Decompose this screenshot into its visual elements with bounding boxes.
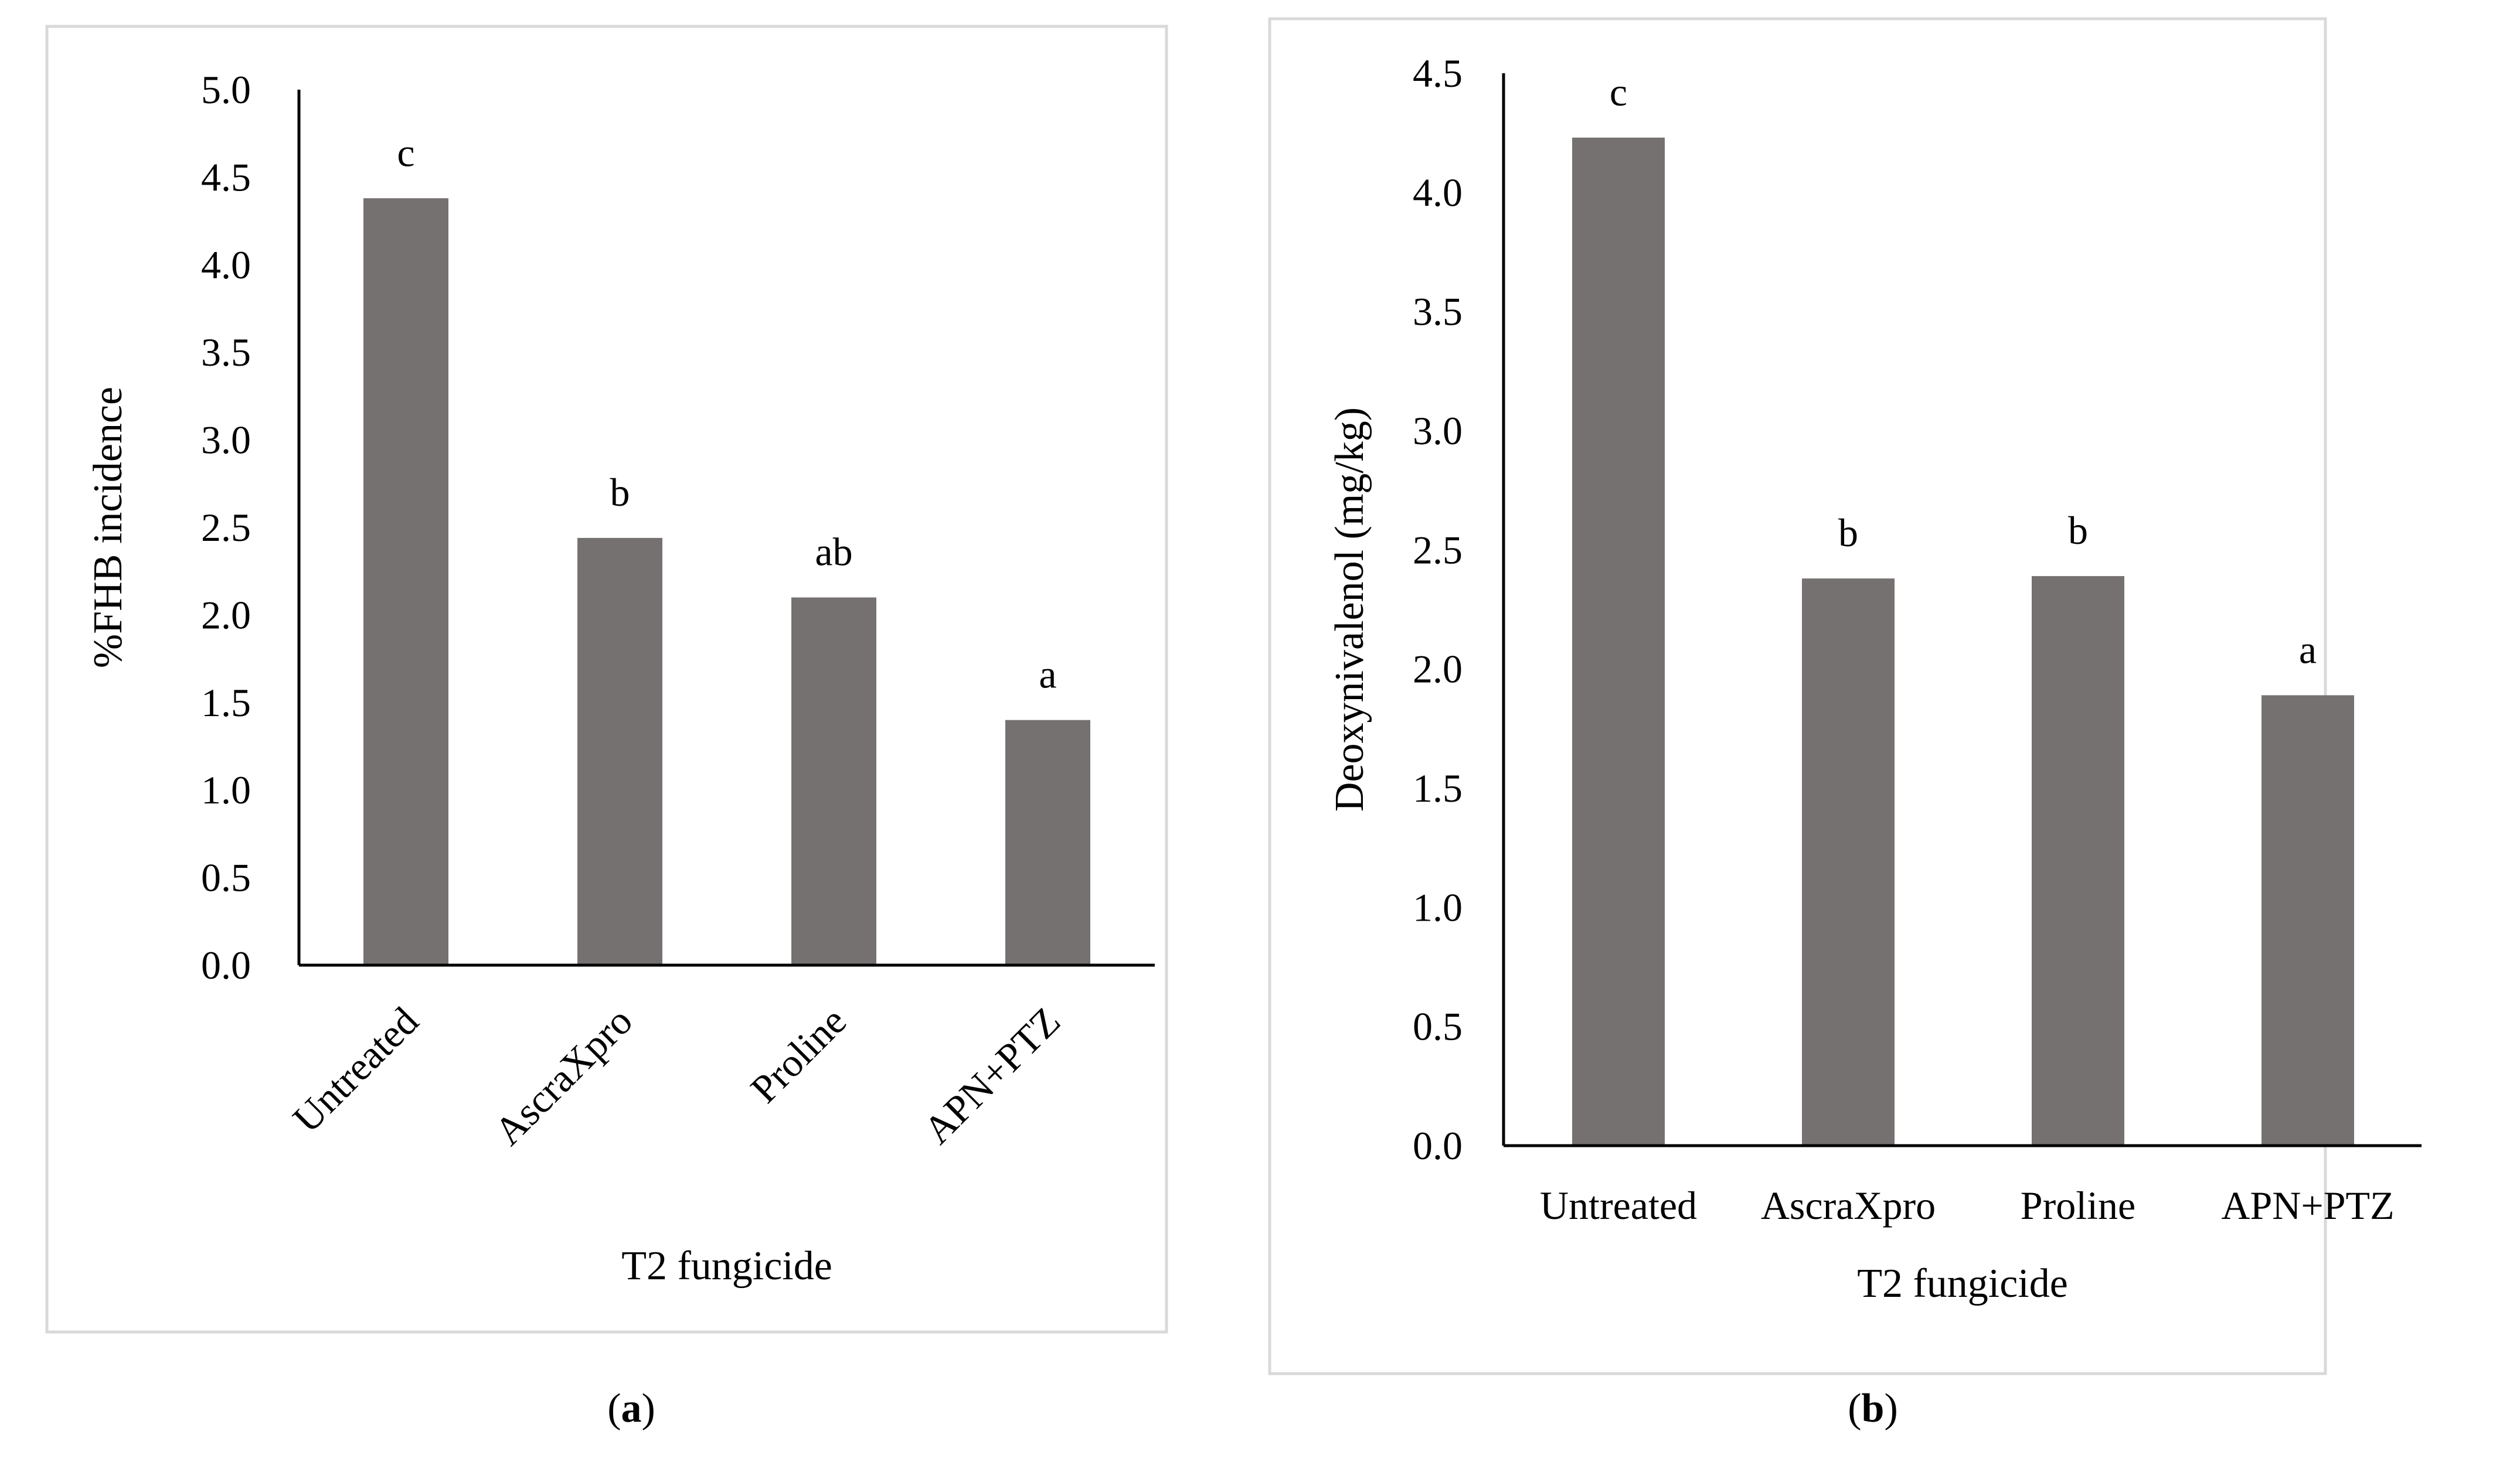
significance-letter: ab bbox=[815, 530, 852, 574]
y-tick-label: 1.5 bbox=[201, 680, 251, 725]
significance-letter: b bbox=[610, 470, 630, 515]
y-axis-title: %FHB incidence bbox=[86, 387, 131, 668]
x-tick-label: AscraXpro bbox=[1761, 1183, 1936, 1228]
y-tick-label: 0.5 bbox=[1413, 1004, 1463, 1049]
significance-letter: c bbox=[1610, 70, 1627, 114]
y-tick-label: 2.5 bbox=[1413, 527, 1463, 572]
bar-ascraxpro bbox=[577, 537, 662, 965]
y-tick-label: 4.0 bbox=[201, 243, 251, 287]
caption-letter: a bbox=[621, 1386, 642, 1431]
y-tick-label: 4.5 bbox=[201, 155, 251, 199]
y-tick-label: 5.0 bbox=[201, 67, 251, 112]
bar-apn-ptz bbox=[2261, 695, 2354, 1146]
significance-letter: c bbox=[397, 130, 414, 175]
x-tick-label: Untreated bbox=[284, 999, 427, 1141]
bar-proline bbox=[2032, 576, 2124, 1146]
x-axis-title: T2 fungicide bbox=[1857, 1261, 2068, 1306]
y-tick-label: 4.5 bbox=[1413, 51, 1463, 96]
caption-letter: b bbox=[1862, 1386, 1885, 1431]
bar-proline bbox=[791, 597, 876, 965]
caption-open-paren: ( bbox=[1848, 1386, 1861, 1431]
y-tick-label: 2.5 bbox=[201, 505, 251, 550]
x-tick-label: APN+PTZ bbox=[915, 999, 1069, 1153]
x-tick-label: Proline bbox=[742, 999, 855, 1112]
chart-panel-b: 0.0 0.5 1.0 1.5 2.0 2.5 3.0 3.5 4.0 4.5 c Untreated… bbox=[1268, 17, 2422, 1375]
x-tick-label: Proline bbox=[2021, 1183, 2135, 1228]
panel-caption: (b) bbox=[1848, 1386, 1898, 1431]
x-axis-title: T2 fungicide bbox=[621, 1244, 832, 1289]
y-tick-label: 3.0 bbox=[1413, 408, 1463, 453]
bar-ascraxpro bbox=[1802, 578, 1895, 1146]
significance-letter: b bbox=[2068, 508, 2088, 553]
panel-caption: (a) bbox=[607, 1386, 655, 1431]
y-tick-label: 2.0 bbox=[201, 592, 251, 637]
y-tick-label: 3.0 bbox=[201, 418, 251, 462]
chart-border bbox=[45, 25, 1168, 1334]
y-tick-label: 4.0 bbox=[1413, 170, 1463, 214]
bar-untreated bbox=[363, 198, 448, 966]
y-tick-label: 0.0 bbox=[1413, 1123, 1463, 1168]
y-tick-label: 3.5 bbox=[201, 330, 251, 374]
y-axis-title: Deoxynivalenol (mg/kg) bbox=[1327, 407, 1372, 812]
y-tick-label: 1.0 bbox=[201, 768, 251, 812]
significance-letter: b bbox=[1838, 510, 1858, 555]
y-tick-label: 1.5 bbox=[1413, 766, 1463, 810]
x-tick-label: Untreated bbox=[1540, 1183, 1697, 1228]
bar-apn-ptz bbox=[1005, 720, 1090, 965]
y-tick-label: 1.0 bbox=[1413, 885, 1463, 929]
significance-letter: a bbox=[1039, 652, 1056, 697]
x-tick-label: AscraXpro bbox=[485, 999, 641, 1154]
y-tick-label: 2.0 bbox=[1413, 647, 1463, 691]
y-tick-label: 3.5 bbox=[1413, 289, 1463, 334]
caption-open-paren: ( bbox=[607, 1386, 621, 1431]
y-tick-label: 0.0 bbox=[201, 943, 251, 987]
caption-close-paren: ) bbox=[1884, 1386, 1897, 1431]
significance-letter: a bbox=[2299, 627, 2317, 672]
chart-panel-a: 0.0 0.5 1.0 1.5 2.0 2.5 3.0 3.5 4.0 4.5 5.0 c Untrea… bbox=[45, 25, 1168, 1334]
y-tick-label: 0.5 bbox=[201, 856, 251, 900]
chart-border bbox=[1268, 17, 2327, 1375]
bar-untreated bbox=[1572, 137, 1665, 1146]
caption-close-paren: ) bbox=[642, 1386, 655, 1431]
x-tick-label: APN+PTZ bbox=[2221, 1183, 2394, 1228]
